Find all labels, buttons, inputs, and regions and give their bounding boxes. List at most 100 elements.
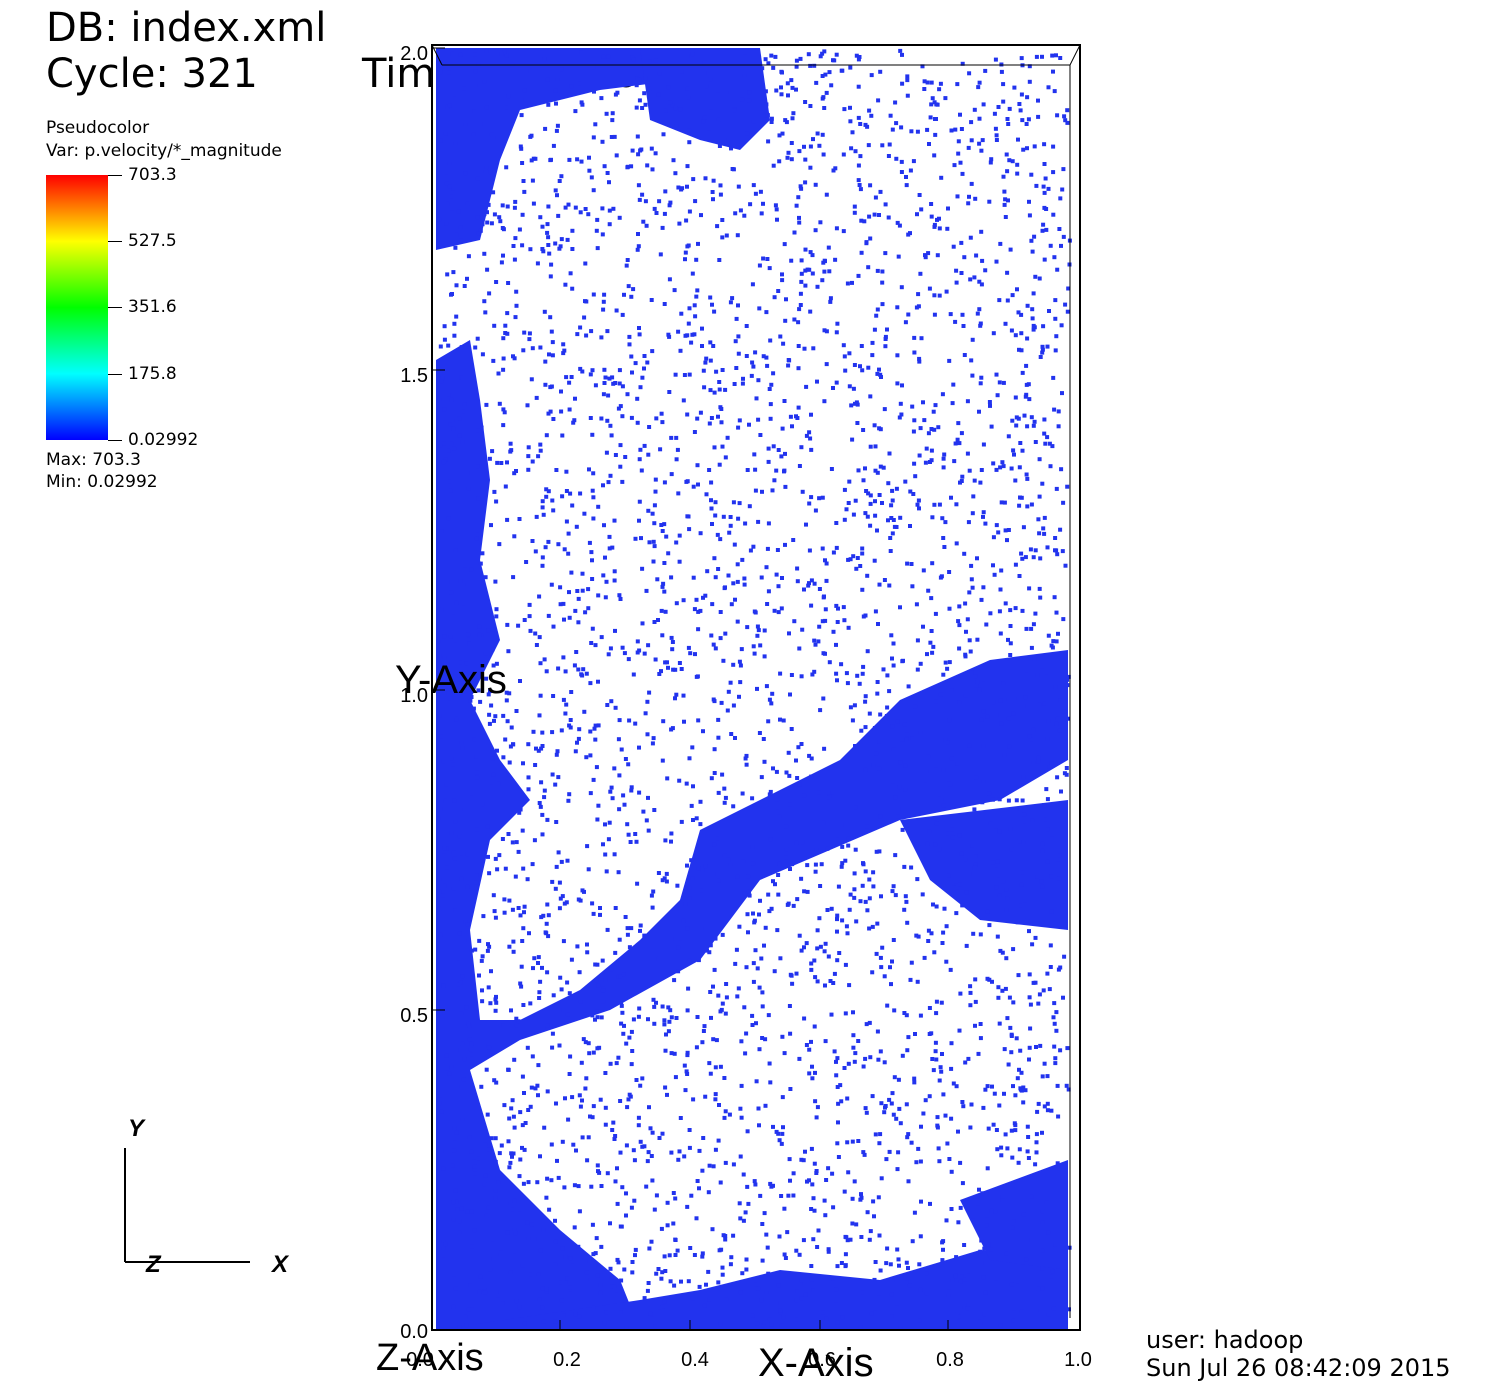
particle [845,1238,850,1243]
particle [681,918,686,923]
particle [602,523,606,528]
particle [1065,683,1070,688]
particle [465,922,470,927]
particle [650,511,655,516]
particle [596,723,601,728]
particle [611,1120,616,1125]
particle [450,206,454,211]
particle [944,1320,949,1325]
particle [466,506,470,510]
particle [504,165,509,170]
particle [505,622,510,627]
particle [642,933,647,938]
particle [497,1151,502,1156]
particle [1053,548,1057,553]
particle [779,1141,784,1146]
particle [782,399,787,403]
particle [716,735,721,740]
particle [530,178,535,183]
particle [654,1193,659,1198]
particle [744,762,749,767]
particle [702,1303,707,1308]
particle [788,1087,793,1091]
particle [765,257,770,261]
particle [730,296,735,301]
particle [530,346,535,351]
particle [489,780,494,785]
particle [949,1116,954,1121]
particle [451,1200,456,1205]
particle [520,828,525,833]
particle [608,646,613,651]
particle [452,798,457,803]
particle [848,119,853,124]
particle [507,760,512,765]
particle [474,754,479,759]
particle [769,870,773,874]
particle [626,762,631,767]
particle [1000,460,1005,465]
particle [919,1199,923,1204]
particle [824,192,829,197]
particle [984,622,989,627]
particle [827,660,832,665]
particle [578,366,583,371]
particle [445,201,450,206]
particle [635,420,640,425]
particle [728,680,733,685]
particle [973,196,978,201]
particle [466,1022,471,1026]
particle [647,690,652,695]
particle [912,418,917,423]
particle [791,111,796,116]
particle [528,134,533,139]
particle [803,1292,808,1297]
particle [748,202,753,207]
particle [583,1008,587,1013]
particle [487,871,492,876]
particle [782,1206,787,1211]
plot-frame [431,44,1081,1331]
particle [526,787,531,792]
particle [671,667,676,672]
particle [863,694,868,699]
particle [1056,1114,1061,1119]
particle [692,1253,697,1257]
particle [1021,525,1026,530]
particle [922,79,927,84]
particle [1056,424,1061,429]
particle [624,1213,628,1218]
particle [713,1147,718,1152]
particle [556,1175,561,1180]
particle [663,660,668,665]
particle [908,168,913,173]
particle [543,930,548,935]
particle [852,1059,857,1064]
particle [947,606,952,611]
particle [784,770,789,775]
particle [981,514,985,519]
particle [630,148,635,153]
particle [731,581,736,586]
particle [662,1254,667,1259]
particle [1054,334,1059,339]
particle [536,1093,540,1098]
particle [532,838,537,843]
particle [759,575,764,580]
particle [618,1099,623,1103]
particle [544,487,549,492]
particle [602,164,607,169]
particle [1019,551,1024,556]
particle [568,271,573,276]
particle [736,516,741,521]
particle [568,1285,572,1290]
particle [769,701,774,706]
particle [509,725,514,730]
particle [667,277,672,282]
particle [835,1141,840,1146]
particle [938,692,943,697]
particle [760,66,765,71]
particle [1051,212,1056,217]
particle [1014,798,1019,803]
particle [915,129,920,134]
